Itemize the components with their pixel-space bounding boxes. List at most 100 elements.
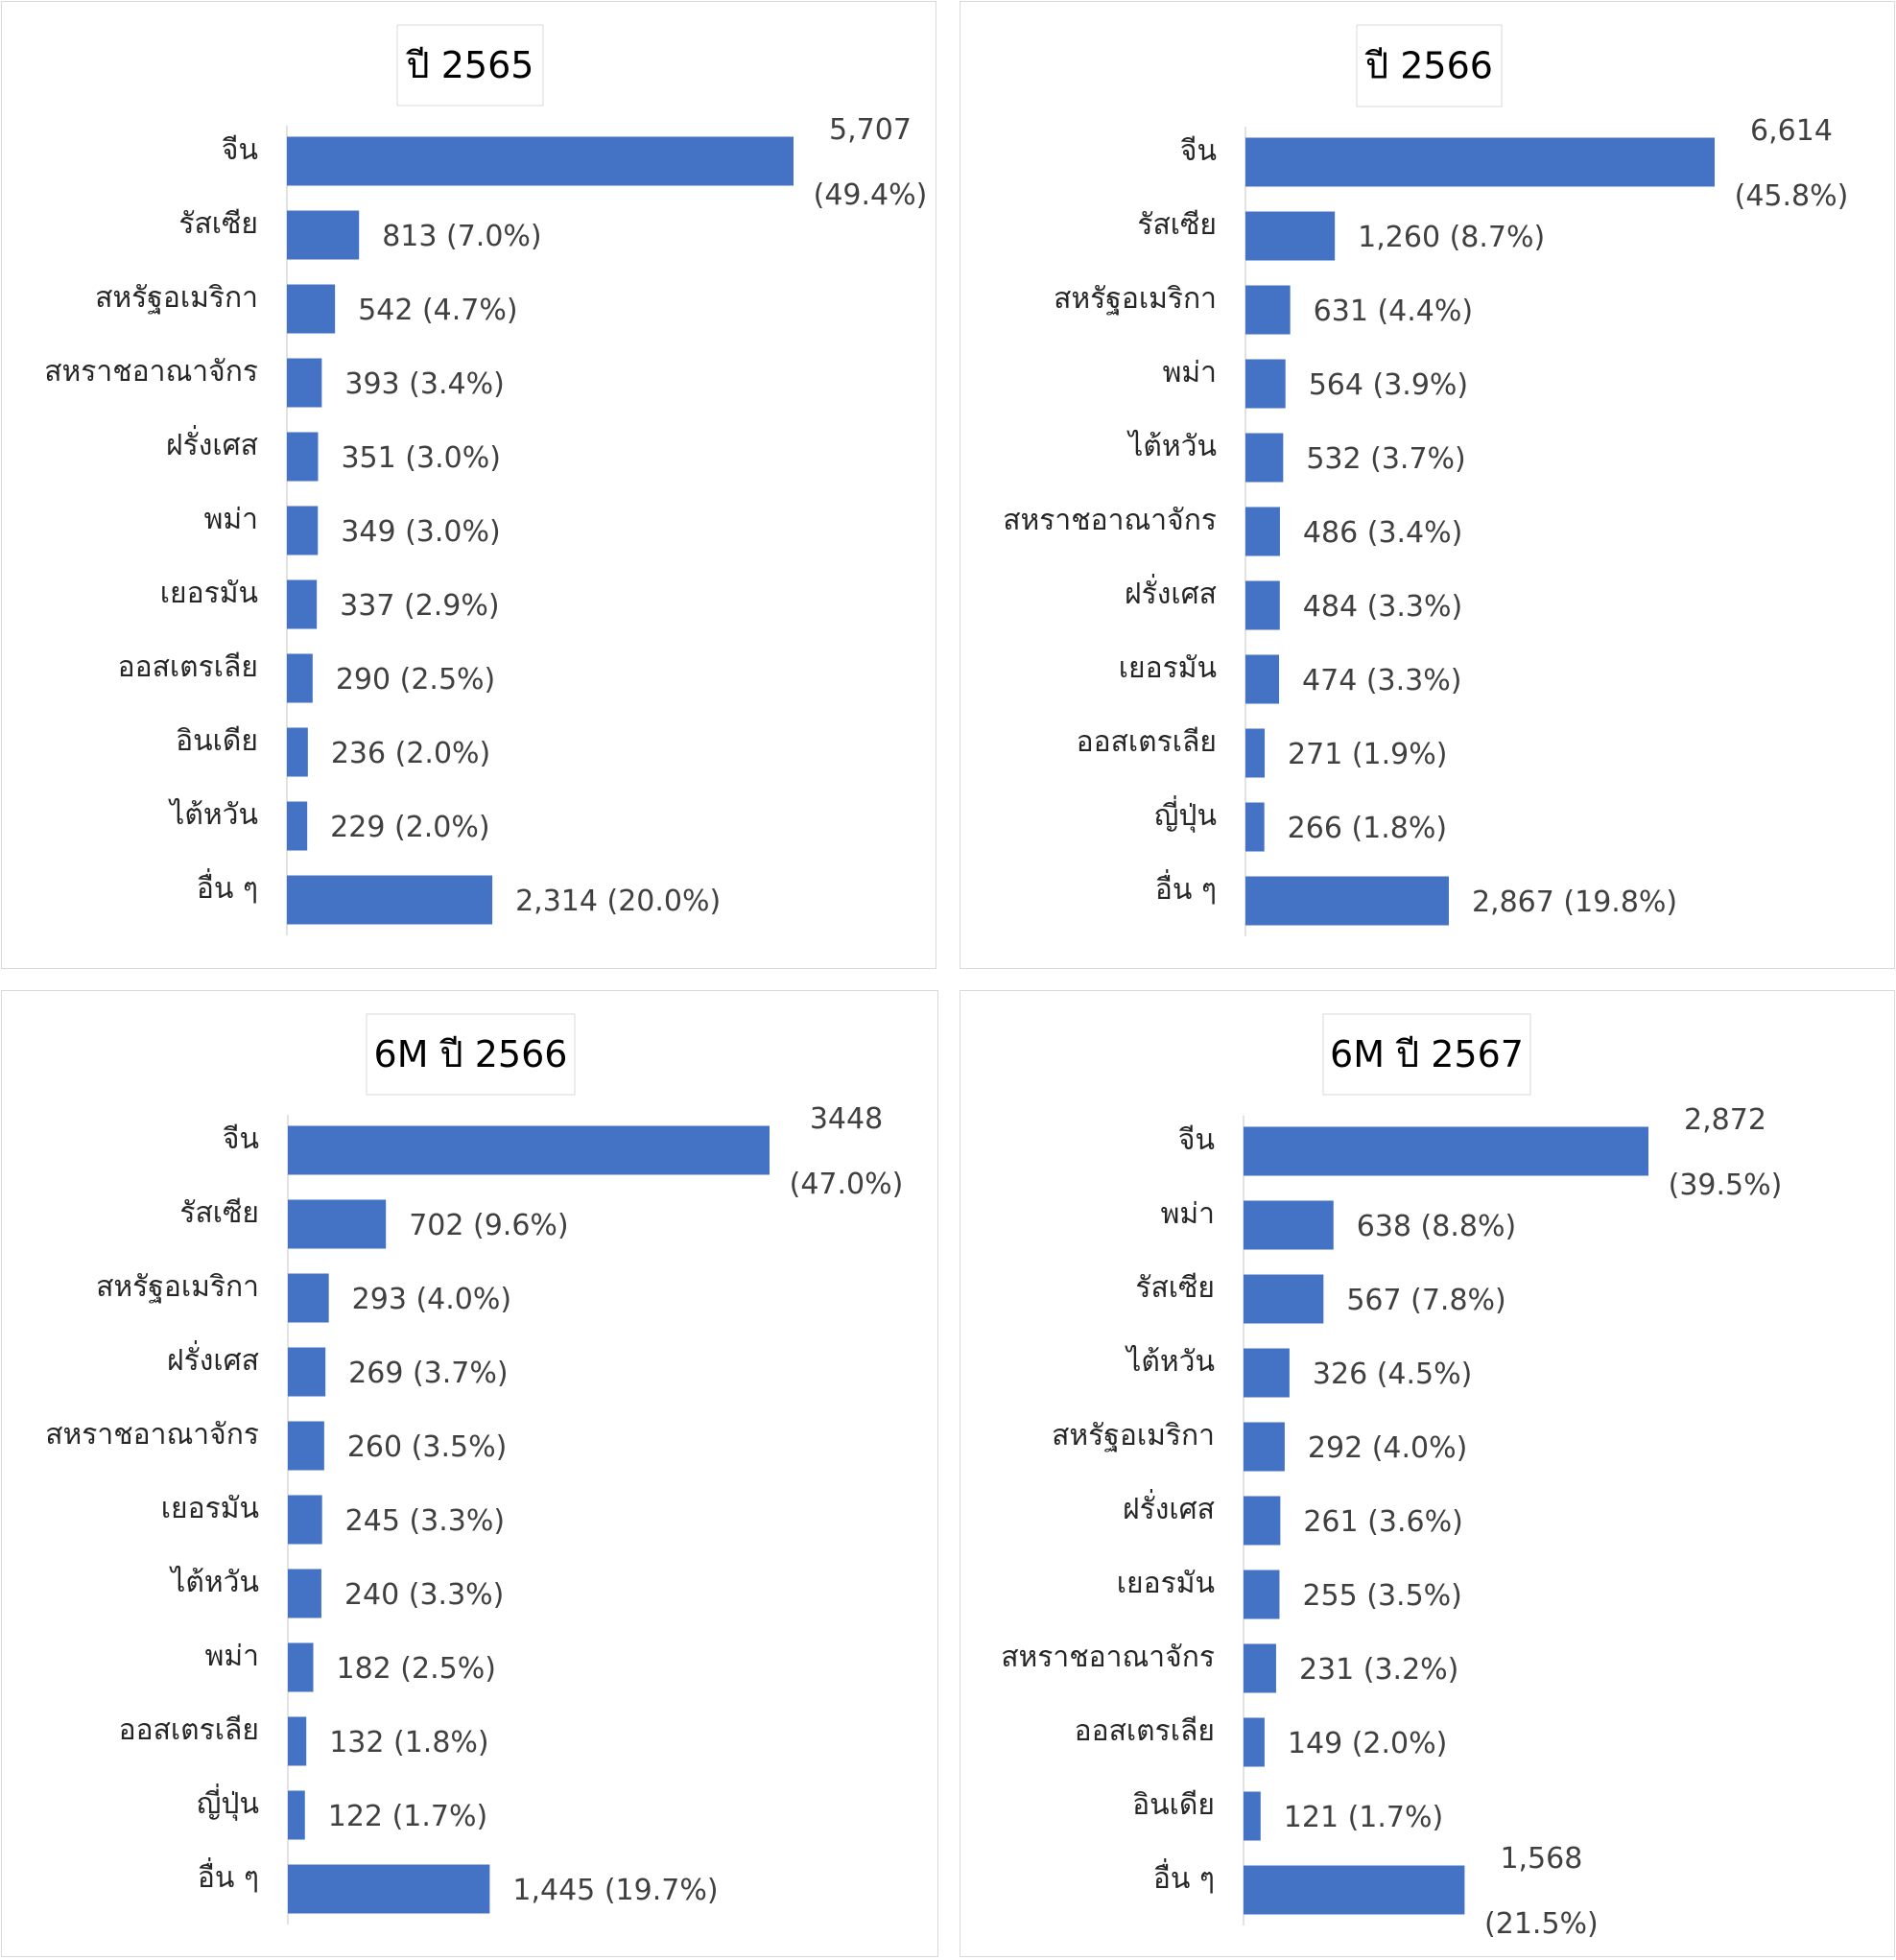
percent-label: (3.0%): [405, 515, 501, 549]
label-gap: [1358, 590, 1367, 624]
percent-label: (47.0%): [790, 1168, 904, 1201]
data-label: 2,867 (19.8%): [1472, 886, 1677, 919]
category-label: เยอรมัน: [1117, 1567, 1215, 1600]
bar: [1245, 359, 1286, 409]
data-label: 393 (3.4%): [344, 367, 504, 401]
value-label: 5,707: [829, 113, 912, 147]
percent-label: (4.0%): [415, 1283, 511, 1316]
percent-label: (3.5%): [412, 1430, 508, 1464]
value-label: 231: [1299, 1653, 1354, 1687]
percent-label: (3.4%): [409, 367, 505, 401]
data-label: 2,314 (20.0%): [515, 885, 721, 918]
chart-title-box: [1322, 1013, 1531, 1096]
category-label: อื่น ๆ: [198, 1857, 259, 1895]
data-label: 269 (3.7%): [348, 1357, 508, 1390]
value-label: 2,867: [1472, 886, 1554, 919]
data-label: 564 (3.9%): [1309, 368, 1468, 402]
bar: [1244, 1791, 1261, 1841]
category-label: สหรัฐอเมริกา: [1054, 282, 1217, 316]
data-label: 231 (3.2%): [1299, 1653, 1458, 1687]
data-label: 292 (4.0%): [1308, 1431, 1467, 1465]
value-label: 567: [1346, 1284, 1401, 1317]
data-label: 290 (2.5%): [336, 663, 495, 697]
percent-label: (3.6%): [1367, 1505, 1463, 1539]
category-label: อื่น ๆ: [197, 868, 258, 906]
data-label: 1,445 (19.7%): [512, 1874, 718, 1907]
bar: [287, 579, 318, 629]
percent-label: (19.8%): [1563, 886, 1677, 919]
value-label: 631: [1314, 295, 1368, 328]
value-label: 484: [1303, 590, 1358, 624]
percent-label: (3.9%): [1373, 368, 1469, 402]
chart-svg: ปี 2565 จีน 5,707 (49.4%) รัสเซีย 813 (7.0%) ส…: [44, 24, 927, 935]
category-label: ฝรั่งเศส: [167, 1340, 259, 1378]
percent-label: (1.7%): [1348, 1801, 1444, 1834]
category-label: สหรัฐอเมริกา: [96, 1270, 259, 1304]
data-label: 532 (3.7%): [1306, 442, 1465, 476]
category-label: สหราชอาณาจักร: [1003, 504, 1217, 537]
percent-label: (3.3%): [409, 1578, 505, 1612]
category-label: สหรัฐอเมริกา: [1052, 1419, 1215, 1452]
data-label: 121 (1.7%): [1284, 1801, 1443, 1834]
chart-panel-6m-2566: 6M ปี 2566 จีน 3448 (47.0%) รัสเซีย 702 (9.6%…: [1, 990, 938, 1957]
bar: [1245, 507, 1280, 556]
label-gap: [385, 811, 394, 844]
value-label: 702: [409, 1209, 463, 1242]
bar: [1244, 1496, 1281, 1546]
value-label: 337: [340, 589, 394, 623]
bar: [287, 432, 319, 482]
bar: [1245, 211, 1336, 261]
category-label: จีน: [222, 133, 258, 167]
percent-label: (4.7%): [422, 294, 518, 327]
data-label: 229 (2.0%): [330, 811, 489, 844]
bar: [1245, 876, 1449, 926]
data-label: 349 (3.0%): [341, 515, 500, 549]
percent-label: (3.3%): [409, 1504, 505, 1538]
label-gap: [1411, 1210, 1421, 1243]
label-gap: [386, 737, 395, 770]
value-label: 393: [344, 367, 399, 401]
percent-label: (8.8%): [1421, 1210, 1517, 1243]
category-label: จีน: [1180, 134, 1217, 168]
category-label: ออสเตรเลีย: [1075, 1714, 1215, 1748]
chart-svg: ปี 2566 จีน 6,614 (45.8%) รัสเซีย 1,260 (8.7%…: [1003, 24, 1848, 936]
label-gap: [399, 1578, 409, 1612]
category-label: จีน: [223, 1122, 259, 1156]
category-label: พม่า: [205, 1640, 259, 1673]
label-gap: [396, 515, 406, 549]
value-label: 266: [1288, 812, 1342, 845]
label-gap: [402, 1430, 412, 1464]
category-label: ญี่ปุ่น: [197, 1783, 259, 1822]
bar: [287, 210, 360, 260]
value-label: 542: [358, 294, 413, 327]
bar: [1245, 285, 1291, 335]
bar: [288, 1642, 314, 1692]
category-label: สหราชอาณาจักร: [45, 1418, 259, 1452]
label-gap: [400, 367, 410, 401]
label-gap: [407, 1283, 416, 1316]
value-label: 292: [1308, 1431, 1363, 1465]
category-label: สหราชอาณาจักร: [44, 355, 258, 389]
category-label: พม่า: [204, 503, 258, 536]
percent-label: (21.5%): [1484, 1907, 1599, 1941]
data-label: 293 (4.0%): [352, 1283, 511, 1316]
label-gap: [383, 1800, 392, 1833]
value-label: 638: [1357, 1210, 1411, 1243]
label-gap: [400, 1504, 410, 1538]
value-label: 260: [347, 1430, 402, 1464]
percent-label: (2.5%): [400, 1652, 496, 1686]
bar: [1244, 1274, 1324, 1324]
percent-label: (4.4%): [1377, 295, 1473, 328]
category-label: อินเดีย: [1132, 1788, 1215, 1822]
value-label: 271: [1288, 738, 1342, 771]
data-label: 122 (1.7%): [328, 1800, 487, 1833]
category-label: รัสเซีย: [178, 207, 258, 241]
bar: [1244, 1200, 1334, 1250]
value-label: 240: [344, 1578, 399, 1612]
percent-label: (3.0%): [405, 441, 501, 475]
label-gap: [1358, 1579, 1367, 1613]
value-label: 245: [345, 1504, 400, 1538]
value-label: 182: [336, 1652, 391, 1686]
category-label: ไต้หวัน: [1125, 1344, 1215, 1379]
label-gap: [1554, 886, 1564, 919]
